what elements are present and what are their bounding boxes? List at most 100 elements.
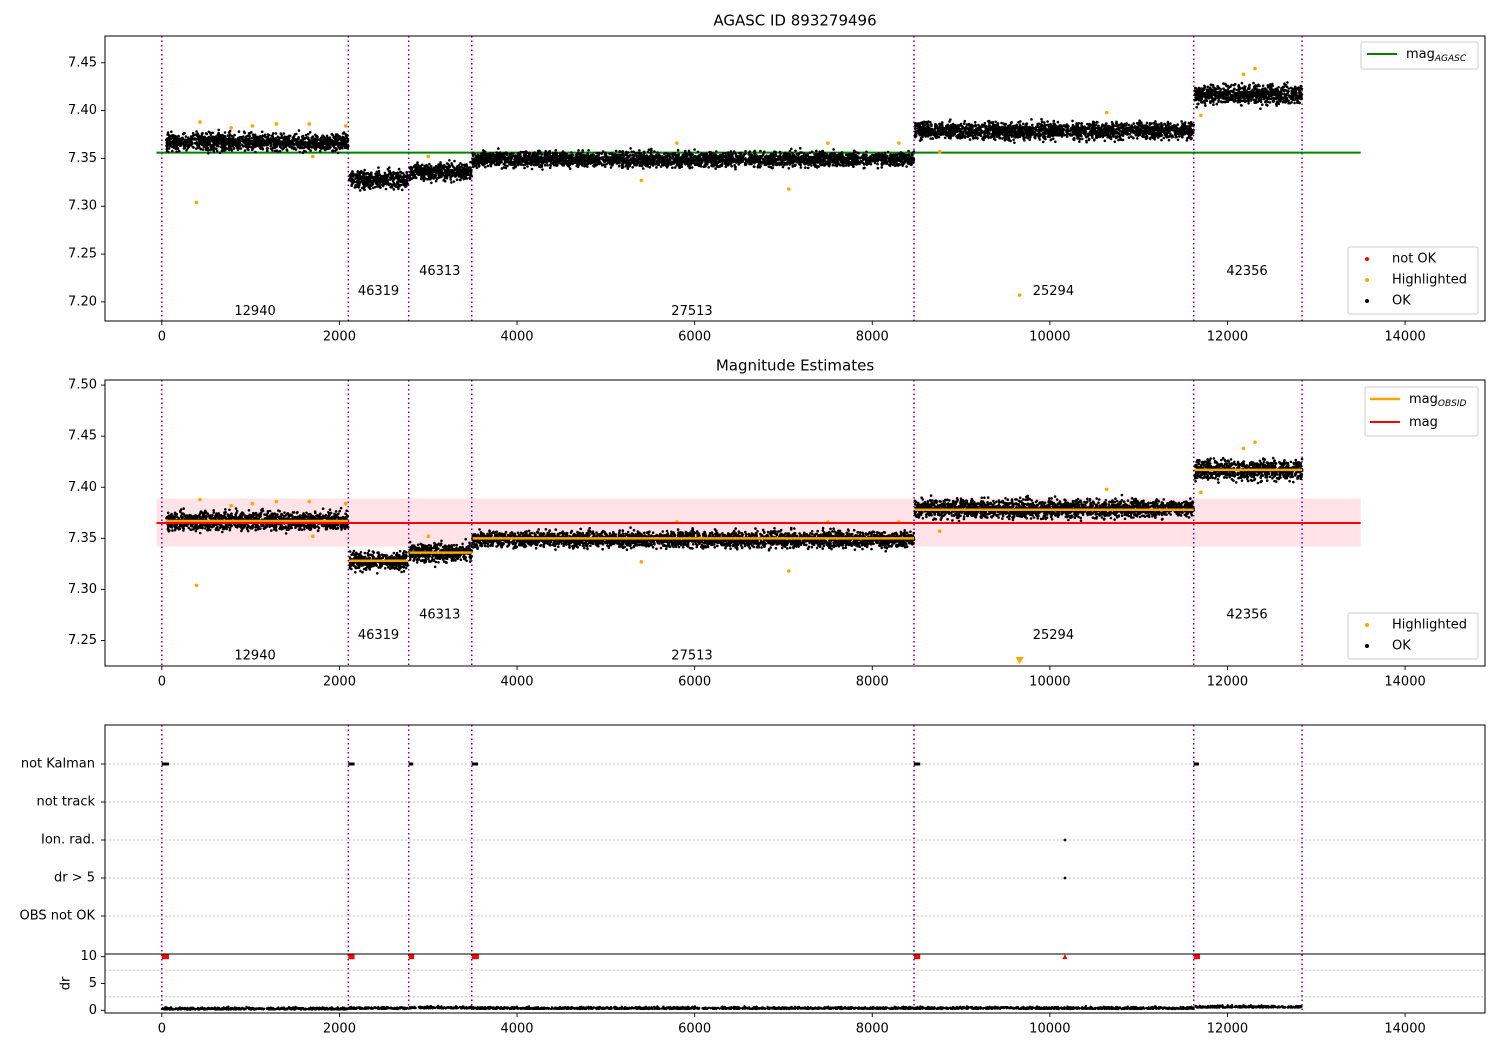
ok-point: [230, 145, 233, 148]
ok-point: [399, 170, 402, 174]
ok-point: [576, 164, 580, 168]
ok-point: [453, 168, 457, 172]
ok-point: [786, 158, 790, 161]
ok-point: [404, 185, 407, 188]
ok-point: [334, 133, 338, 136]
ok-point: [184, 141, 188, 145]
ok-point: [705, 157, 708, 160]
ok-point: [799, 162, 802, 165]
ok-point: [308, 131, 312, 134]
ok-point: [459, 178, 462, 182]
ok-point: [364, 180, 367, 184]
ok-point: [810, 158, 814, 162]
ok-point: [614, 149, 618, 153]
ok-point: [416, 161, 419, 164]
ok-point: [472, 157, 476, 160]
ok-point: [279, 132, 283, 135]
ok-point: [349, 177, 353, 180]
ok-point: [213, 135, 216, 139]
ok-point: [382, 176, 386, 179]
ok-point: [620, 159, 624, 163]
ok-point: [343, 140, 347, 144]
ok-point: [912, 150, 916, 153]
ok-point: [212, 146, 216, 149]
ok-point: [204, 146, 208, 149]
ok-point: [220, 149, 224, 153]
ok-point: [392, 181, 396, 185]
ok-point: [168, 138, 171, 142]
ok-point: [471, 151, 475, 155]
ok-point: [321, 139, 325, 142]
ok-point: [810, 164, 813, 167]
ok-point: [530, 167, 534, 171]
ok-point: [800, 151, 803, 154]
ok-point: [284, 145, 288, 148]
ok-point: [285, 148, 289, 151]
ok-point: [300, 140, 304, 144]
ok-point: [217, 137, 221, 141]
ok-point: [195, 130, 198, 133]
ok-point: [259, 147, 263, 150]
ok-point: [645, 154, 649, 157]
ok-point: [277, 138, 281, 142]
ok-point: [464, 163, 467, 167]
ok-point: [221, 143, 225, 147]
ok-point: [203, 143, 207, 147]
ok-point: [271, 149, 274, 152]
ok-point: [449, 176, 452, 179]
ok-point: [390, 185, 394, 189]
ok-point: [880, 162, 883, 166]
ok-point: [273, 138, 277, 141]
ok-point: [375, 182, 378, 185]
ok-point: [669, 163, 673, 166]
ok-point: [672, 157, 675, 161]
ok-point: [676, 163, 679, 166]
ok-point: [729, 150, 733, 153]
ok-point: [335, 141, 339, 145]
ok-point: [880, 166, 883, 169]
ok-point: [594, 156, 597, 160]
ok-point: [804, 166, 807, 169]
ok-point: [366, 184, 369, 187]
ok-point: [794, 163, 797, 167]
ok-point: [376, 175, 379, 178]
ok-point: [462, 177, 466, 181]
ok-point: [679, 163, 682, 166]
ok-point: [859, 159, 863, 163]
ok-point: [497, 147, 500, 150]
ok-point: [307, 147, 311, 151]
ok-point: [247, 148, 250, 152]
ok-point: [451, 165, 455, 168]
ok-point: [175, 141, 179, 145]
ok-point: [506, 156, 510, 160]
ok-point: [312, 143, 316, 146]
ok-point: [399, 180, 403, 183]
ok-point: [462, 173, 465, 176]
ok-point: [587, 155, 591, 158]
ok-point: [227, 140, 230, 144]
ok-point: [208, 142, 211, 145]
ok-point: [440, 164, 444, 168]
ok-point: [377, 166, 380, 169]
ok-point: [867, 157, 871, 160]
ok-point: [832, 153, 835, 157]
ok-point: [373, 176, 377, 180]
ok-point: [511, 160, 515, 164]
ok-point: [202, 145, 206, 149]
ok-point: [854, 160, 858, 163]
ok-point: [258, 142, 261, 145]
ok-point: [867, 160, 870, 163]
ok-point: [708, 150, 711, 154]
ok-point: [223, 131, 227, 134]
ok-point: [468, 170, 472, 173]
ok-point: [398, 175, 401, 179]
ok-point: [617, 164, 621, 168]
ok-point: [436, 169, 440, 172]
ok-point: [620, 166, 624, 170]
ok-point: [168, 135, 172, 138]
ok-point: [409, 167, 413, 170]
ok-point: [352, 180, 355, 184]
ok-point: [377, 169, 381, 173]
ok-point: [427, 174, 430, 177]
ok-point: [891, 156, 895, 160]
